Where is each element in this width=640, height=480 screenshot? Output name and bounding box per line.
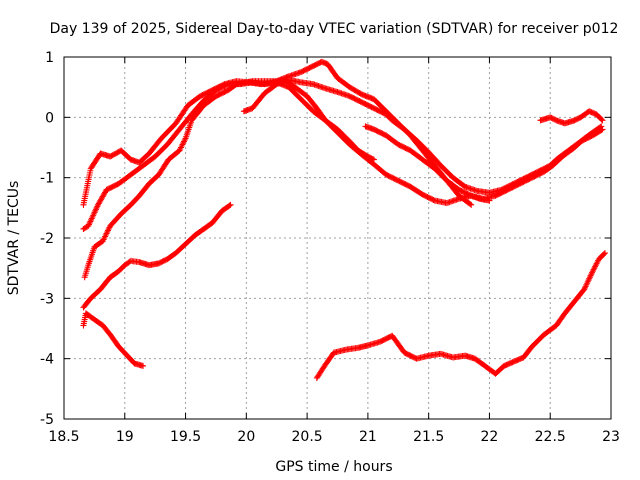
data-point xyxy=(599,117,606,124)
data-point xyxy=(370,156,377,163)
y-tick-label: 0 xyxy=(45,110,54,126)
x-tick-label: 23 xyxy=(602,429,620,445)
data-point xyxy=(227,201,234,208)
data-point xyxy=(597,124,604,131)
y-tick-labels: 1 0 -1 -2 -3 -4 -5 xyxy=(40,50,54,428)
data-points xyxy=(80,58,608,381)
data-point xyxy=(140,362,147,369)
data-point xyxy=(600,251,607,258)
series-arc-8 xyxy=(80,310,147,369)
x-tick-label: 20 xyxy=(237,429,255,445)
chart-title: Day 139 of 2025, Sidereal Day-to-day VTE… xyxy=(50,21,619,37)
data-point xyxy=(601,250,608,257)
data-point xyxy=(430,196,437,203)
x-tick-label: 19.5 xyxy=(170,429,201,445)
x-tick-label: 22.5 xyxy=(535,429,566,445)
y-tick-label: 1 xyxy=(45,50,54,66)
data-point xyxy=(369,155,376,162)
x-tick-labels: 18.5 19 19.5 20 20.5 21 21.5 22 22.5 23 xyxy=(48,429,620,445)
ticks-layer xyxy=(63,56,612,420)
series-arc-7 xyxy=(80,201,234,311)
data-point xyxy=(468,201,475,208)
grid-layer xyxy=(64,57,611,419)
series-arc-1 xyxy=(80,76,493,208)
plot-frame xyxy=(63,56,612,420)
series-arc-5 xyxy=(362,123,605,202)
series-arc-6 xyxy=(537,108,606,127)
y-tick-label: -4 xyxy=(40,352,54,368)
x-tick-label: 21.5 xyxy=(413,429,444,445)
x-tick-label: 18.5 xyxy=(48,429,79,445)
data-point xyxy=(226,202,233,209)
x-tick-label: 22 xyxy=(481,429,499,445)
data-point xyxy=(223,81,230,88)
series-arc-3 xyxy=(81,58,475,281)
data-point xyxy=(598,116,605,123)
series-arc-9 xyxy=(313,250,608,381)
data-point xyxy=(467,200,474,207)
y-tick-label: -1 xyxy=(40,171,54,187)
x-axis-title: GPS time / hours xyxy=(275,459,392,475)
x-tick-label: 20.5 xyxy=(292,429,323,445)
data-point xyxy=(466,192,473,199)
y-tick-label: -5 xyxy=(40,412,54,428)
x-tick-label: 19 xyxy=(116,429,134,445)
y-tick-label: -3 xyxy=(40,291,54,307)
y-tick-label: -2 xyxy=(40,231,54,247)
data-point xyxy=(598,123,605,130)
y-axis-title: SDTVAR / TECUs xyxy=(6,181,22,296)
x-tick-label: 21 xyxy=(359,429,377,445)
